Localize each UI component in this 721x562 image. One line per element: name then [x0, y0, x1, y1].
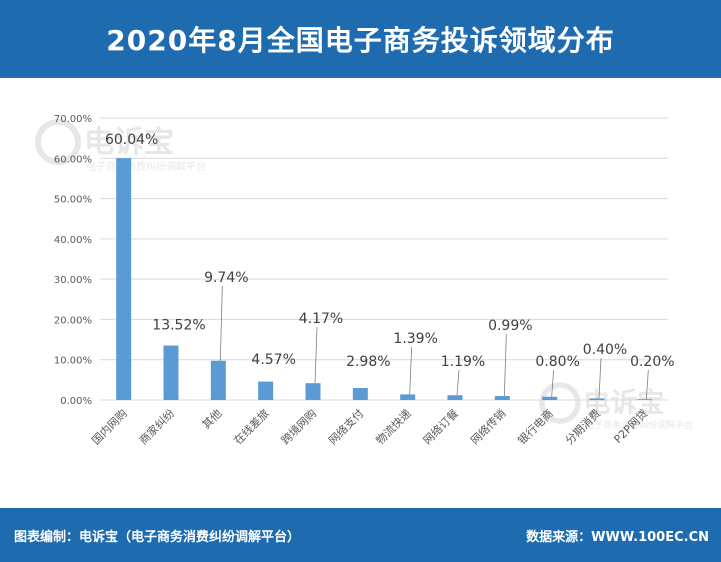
data-label: 9.74%: [204, 270, 248, 286]
bar: [494, 396, 510, 400]
watermark-icon: [35, 119, 81, 165]
data-label: 1.19%: [441, 354, 485, 370]
data-label: 60.04%: [105, 132, 158, 148]
leader-line: [219, 285, 223, 361]
x-tick-label: 国内网购: [89, 406, 130, 447]
x-tick-label: 网络传销: [467, 406, 508, 447]
y-tick-label: 50.00%: [54, 195, 92, 206]
watermark-subtitle: 电子商务消费纠纷调解平台: [86, 160, 206, 173]
x-tick-label: 在线差旅: [231, 406, 272, 447]
x-tick-label: 网络支付: [325, 406, 366, 447]
leader-line: [456, 369, 460, 396]
bar: [400, 394, 416, 400]
chart-header: 2020年8月全国电子商务投诉领域分布: [0, 0, 721, 78]
y-axis-ticks: 0.00% 10.00% 20.00% 30.00% 40.00% 50.00% 60.00…: [54, 114, 92, 407]
leader-line: [314, 326, 318, 384]
data-label: 2.98%: [346, 354, 390, 370]
x-tick-label: 物流快递: [373, 406, 414, 447]
watermark-icon: [539, 382, 581, 424]
y-tick-label: 40.00%: [54, 235, 92, 246]
bar: [210, 360, 226, 400]
bar: [352, 387, 368, 400]
leader-line: [409, 346, 413, 395]
data-label: 1.39%: [393, 331, 437, 347]
y-tick-label: 30.00%: [54, 275, 92, 286]
data-label: 4.57%: [251, 352, 295, 368]
x-axis-labels: 国内网购 商家纠纷 其他 在线差旅 跨境网购 网络支付 物流快递 网络订餐 网络传销 银行电商 分期…: [89, 406, 651, 447]
y-tick-label: 20.00%: [54, 315, 92, 326]
bar: [447, 395, 463, 400]
y-tick-label: 70.00%: [54, 114, 92, 125]
data-label: 13.52%: [152, 318, 205, 334]
data-label: 0.99%: [488, 318, 532, 334]
bar: [163, 345, 179, 400]
chart-title: 2020年8月全国电子商务投诉领域分布: [106, 24, 615, 57]
bar: [542, 396, 558, 400]
x-tick-label: 其他: [200, 407, 225, 432]
plot-area: 电诉宝 电子商务消费纠纷调解平台 电诉宝 电子商务消费纠纷调解平台 0.00% 10.0…: [0, 78, 721, 504]
x-tick-label: 银行电商: [515, 406, 556, 447]
data-labels: 60.04% 13.52% 9.74% 4.57% 4.17% 2.98%1.39%1.1…: [105, 132, 675, 370]
y-tick-label: 60.00%: [54, 154, 92, 165]
x-tick-label: 跨境网购: [278, 406, 319, 447]
x-tick-label: 商家纠纷: [136, 406, 177, 447]
bar: [305, 383, 321, 400]
watermark-subtitle: 电子商务消费纠纷调解平台: [585, 419, 693, 431]
y-tick-label: 10.00%: [54, 356, 92, 367]
watermark-name: 电诉宝: [84, 125, 174, 160]
leader-line: [598, 357, 602, 399]
leader-line: [503, 333, 507, 397]
bar: [258, 381, 274, 400]
watermark-name: 电诉宝: [583, 387, 664, 419]
data-label: 0.20%: [630, 354, 674, 370]
x-tick-label: 网络订餐: [420, 406, 461, 447]
footer-credit: 图表编制：电诉宝（电子商务消费纠纷调解平台）: [14, 529, 301, 545]
y-tick-label: 0.00%: [60, 396, 92, 407]
footer-source: 数据来源：WWW.100EC.CN: [526, 529, 709, 545]
bar: [589, 398, 605, 400]
data-label: 0.40%: [583, 342, 627, 358]
bars: [116, 158, 652, 400]
gridlines: [100, 117, 668, 401]
bar: [116, 158, 132, 400]
bar: [636, 399, 652, 400]
label-leaders: [219, 285, 649, 400]
leader-line: [551, 369, 555, 397]
data-label: 4.17%: [299, 311, 343, 327]
data-label: 0.80%: [535, 354, 579, 370]
leader-line: [645, 369, 649, 400]
footer-bar: 图表编制：电诉宝（电子商务消费纠纷调解平台） 数据来源：WWW.100EC.CN: [0, 508, 721, 562]
